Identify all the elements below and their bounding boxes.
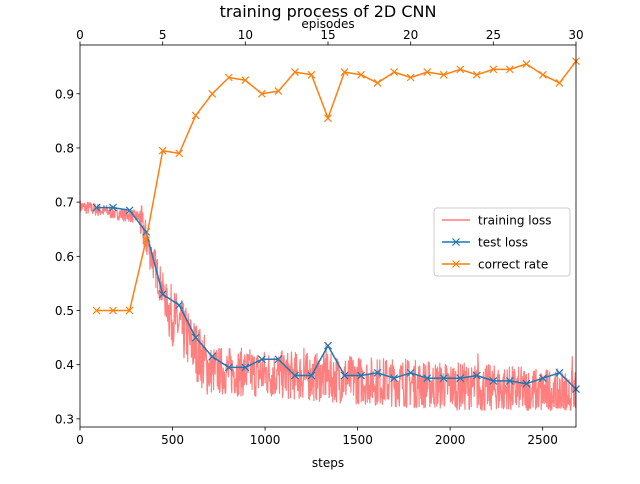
y-tick-label: 0.8 xyxy=(55,141,74,155)
test-loss-point xyxy=(357,371,365,380)
top-x-tick-label: 0 xyxy=(76,28,84,42)
correct-rate-point xyxy=(324,114,332,123)
correct-rate-legend-label: correct rate xyxy=(478,258,548,272)
correct-rate-point xyxy=(390,68,399,77)
test-loss-point xyxy=(191,333,200,342)
test-loss-point xyxy=(373,368,382,377)
correct-rate-point xyxy=(274,87,283,95)
y-tick-label: 0.3 xyxy=(55,412,74,426)
correct-rate-point xyxy=(208,89,217,98)
x-tick-label: 0 xyxy=(76,433,84,447)
test-loss-point xyxy=(555,368,564,377)
correct-rate-point xyxy=(340,68,349,77)
correct-rate-point xyxy=(456,65,465,74)
top-x-tick-label: 5 xyxy=(159,28,167,42)
y-tick-label: 0.5 xyxy=(55,304,74,318)
correct-rate-point xyxy=(539,70,547,79)
training-loss-line xyxy=(80,200,576,412)
top-x-tick-label: 15 xyxy=(320,28,335,42)
test-loss-point xyxy=(109,203,117,212)
test-loss-line xyxy=(96,206,576,390)
correct-rate-point xyxy=(472,70,481,79)
test-loss-point xyxy=(406,368,415,377)
correct-rate-point xyxy=(125,306,134,315)
correct-rate-point xyxy=(522,60,531,68)
chart-title: training process of 2D CNN xyxy=(220,2,437,21)
test-loss-point xyxy=(539,374,547,383)
correct-rate-point xyxy=(224,73,233,82)
y-tick-label: 0.9 xyxy=(55,87,74,101)
test-loss-point xyxy=(291,371,299,380)
test-loss-point xyxy=(224,363,233,372)
test-loss-point xyxy=(125,206,134,215)
correct-rate-point xyxy=(291,68,299,77)
test-loss-point xyxy=(423,374,432,383)
test-loss-point xyxy=(456,374,465,383)
test-loss-series xyxy=(92,203,580,393)
axes: 0 500 1000 1500 2000 2500 0 5 10 15 20 25 30 0.3 0.4 0.… xyxy=(55,28,584,447)
correct-rate-point xyxy=(175,149,184,158)
correct-rate-point xyxy=(439,70,448,79)
top-x-tick-label: 10 xyxy=(238,28,253,42)
test-loss-point xyxy=(522,379,531,388)
correct-rate-point xyxy=(142,236,151,244)
correct-rate-point xyxy=(109,306,117,315)
x-axis-label: steps xyxy=(312,456,344,470)
correct-rate-point xyxy=(357,70,365,79)
x-tick-label: 500 xyxy=(161,433,184,447)
test-loss-point xyxy=(158,290,167,299)
correct-rate-point xyxy=(423,68,432,77)
correct-rate-point xyxy=(505,65,514,74)
correct-rate-point xyxy=(191,111,200,120)
top-x-tick-label: 20 xyxy=(403,28,418,42)
y-tick-label: 0.6 xyxy=(55,250,74,264)
x-tick-label: 2500 xyxy=(527,433,558,447)
top-axis-label: episodes xyxy=(301,17,354,31)
x-tick-label: 2000 xyxy=(435,433,466,447)
test-loss-point xyxy=(257,355,266,364)
correct-rate-series xyxy=(92,57,580,315)
test-loss-point xyxy=(241,363,250,372)
top-x-tick-label: 25 xyxy=(486,28,501,42)
test-loss-point xyxy=(324,341,332,350)
test-loss-point xyxy=(439,374,448,383)
test-loss-point xyxy=(472,371,481,380)
y-tick-label: 0.7 xyxy=(55,196,74,210)
correct-rate-point xyxy=(241,76,250,85)
correct-rate-point xyxy=(92,306,101,315)
test-loss-legend-marker xyxy=(452,238,460,246)
correct-rate-point xyxy=(406,73,415,82)
correct-rate-point xyxy=(489,65,498,74)
plot-area xyxy=(80,57,580,412)
correct-rate-point xyxy=(257,89,266,98)
legend-box xyxy=(433,207,571,277)
test-loss-point xyxy=(307,371,316,380)
test-loss-point xyxy=(505,377,514,385)
test-loss-point xyxy=(390,374,399,383)
y-tick-label: 0.4 xyxy=(55,358,74,372)
correct-rate-legend-marker xyxy=(452,260,460,268)
test-loss-point xyxy=(175,301,184,310)
top-x-tick-label: 30 xyxy=(568,28,583,42)
training-loss-legend-label: training loss xyxy=(478,214,551,228)
correct-rate-point xyxy=(158,146,167,155)
test-loss-point xyxy=(489,377,498,385)
correct-rate-line xyxy=(96,60,576,312)
correct-rate-point xyxy=(373,79,382,87)
legend: training loss test loss correct rate xyxy=(433,207,571,277)
test-loss-point xyxy=(92,203,101,212)
test-loss-point xyxy=(274,355,283,364)
x-tick-label: 1500 xyxy=(342,433,373,447)
x-tick-label: 1000 xyxy=(250,433,281,447)
test-loss-legend-label: test loss xyxy=(478,236,528,250)
correct-rate-point xyxy=(307,70,316,79)
test-loss-point xyxy=(208,352,217,361)
test-loss-point xyxy=(340,371,349,380)
correct-rate-point xyxy=(555,79,564,87)
